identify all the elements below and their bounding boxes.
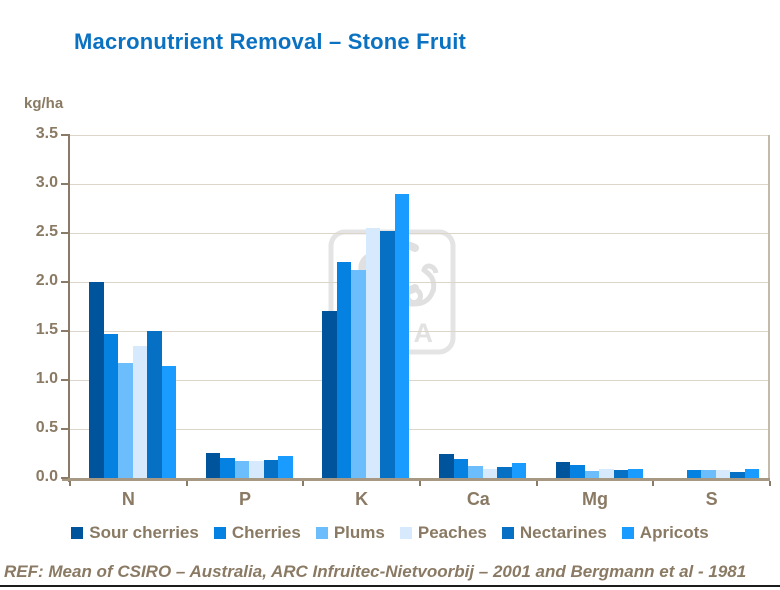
bar-apricots-P — [278, 456, 293, 478]
bar-sour-cherries-Mg — [555, 462, 571, 478]
plot-right-border — [768, 135, 770, 478]
legend-item-plums: Plums — [315, 523, 385, 543]
x-axis-line — [62, 478, 770, 481]
gridline — [70, 233, 770, 234]
y-axis-label: 2.0 — [35, 272, 58, 289]
bar-nectarines-Mg — [613, 470, 629, 478]
bar-plums-P — [234, 461, 250, 478]
bar-cherries-Ca — [453, 459, 468, 478]
legend-label: Nectarines — [519, 523, 607, 542]
bar-nectarines-Ca — [497, 467, 512, 478]
y-tick — [61, 379, 68, 381]
y-axis-label: 1.0 — [35, 370, 58, 387]
x-axis-label-k: K — [355, 489, 369, 509]
bar-cherries-P — [220, 458, 235, 478]
bar-sour-cherries-K — [322, 311, 337, 478]
bar-plums-K — [351, 270, 366, 478]
bar-apricots-K — [394, 193, 410, 478]
gridline — [70, 331, 770, 332]
bar-sour-cherries-Ca — [439, 453, 454, 478]
y-axis-label: 2.5 — [35, 223, 58, 240]
bar-apricots-N — [161, 366, 176, 478]
bar-plums-Ca — [468, 466, 483, 478]
legend-label: Plums — [333, 523, 385, 542]
gridline — [70, 184, 770, 185]
x-tick — [186, 481, 188, 486]
x-tick — [536, 481, 538, 486]
legend-swatch — [71, 527, 84, 539]
bar-apricots-Ca — [511, 463, 526, 478]
y-axis-unit-label: kg/ha — [24, 95, 64, 112]
bar-peaches-Ca — [482, 469, 497, 478]
x-tick — [769, 481, 771, 486]
bar-nectarines-N — [147, 331, 162, 478]
y-tick — [61, 330, 68, 332]
legend-swatch — [621, 527, 634, 539]
legend: Sour cherries Cherries Plums Peaches Nectari… — [0, 523, 780, 543]
x-axis-label-s: S — [705, 489, 718, 509]
legend-label: Sour cherries — [89, 523, 199, 542]
bar-cherries-K — [336, 262, 352, 478]
legend-swatch — [501, 527, 514, 539]
bar-apricots-Mg — [628, 469, 643, 478]
gridline — [70, 380, 770, 381]
gridline — [70, 429, 770, 430]
bar-nectarines-K — [380, 231, 395, 478]
bar-sour-cherries-P — [205, 452, 221, 478]
footer-rule — [0, 585, 780, 587]
x-axis-label-p: P — [238, 489, 251, 509]
legend-swatch — [213, 527, 226, 539]
chart-title: Macronutrient Removal – Stone Fruit — [74, 29, 467, 54]
x-tick — [302, 481, 304, 486]
bar-plums-Mg — [584, 471, 600, 478]
legend-label: Cherries — [231, 523, 301, 542]
plot-area: YARA — [70, 135, 770, 478]
legend-item-peaches: Peaches — [399, 523, 487, 543]
bar-sour-cherries-N — [89, 282, 104, 478]
bar-peaches-K — [365, 228, 381, 478]
y-axis-label: 3.0 — [35, 174, 58, 191]
bar-peaches-S — [715, 470, 731, 478]
legend-item-sour-cherries: Sour cherries — [71, 523, 199, 543]
x-tick — [652, 481, 654, 486]
y-axis-label: 1.5 — [35, 321, 58, 338]
y-tick — [61, 281, 68, 283]
y-axis-label: 0.5 — [35, 419, 58, 436]
x-axis-label-mg: Mg — [581, 489, 608, 509]
bar-cherries-S — [686, 470, 702, 478]
bar-apricots-S — [744, 469, 760, 478]
y-axis-label: 3.5 — [35, 125, 58, 142]
gridline — [70, 135, 770, 136]
x-tick — [69, 481, 71, 486]
reference-footnote: REF: Mean of CSIRO – Australia, ARC Infr… — [4, 562, 747, 581]
legend-item-apricots: Apricots — [621, 523, 709, 543]
y-tick — [61, 232, 68, 234]
gridline — [70, 282, 770, 283]
x-axis-label-n: N — [121, 489, 135, 509]
bar-plums-N — [118, 363, 133, 478]
y-tick — [61, 428, 68, 430]
bar-peaches-Mg — [599, 469, 614, 478]
y-axis-line — [68, 134, 70, 482]
legend-swatch — [399, 527, 412, 539]
x-tick — [419, 481, 421, 486]
bar-peaches-P — [249, 461, 264, 478]
bar-nectarines-P — [263, 460, 279, 478]
legend-swatch — [315, 527, 328, 539]
y-axis-label: 0.0 — [35, 468, 58, 485]
y-tick — [61, 477, 68, 479]
bar-plums-S — [701, 470, 716, 478]
legend-item-nectarines: Nectarines — [501, 523, 607, 543]
legend-label: Peaches — [417, 523, 487, 542]
bar-peaches-N — [132, 345, 147, 478]
legend-item-cherries: Cherries — [213, 523, 301, 543]
x-axis-label-ca: Ca — [466, 489, 490, 509]
y-tick — [61, 134, 68, 136]
y-tick — [61, 183, 68, 185]
bar-cherries-Mg — [570, 465, 585, 478]
bar-cherries-N — [103, 333, 118, 478]
legend-label: Apricots — [639, 523, 709, 542]
bar-nectarines-S — [730, 472, 745, 478]
